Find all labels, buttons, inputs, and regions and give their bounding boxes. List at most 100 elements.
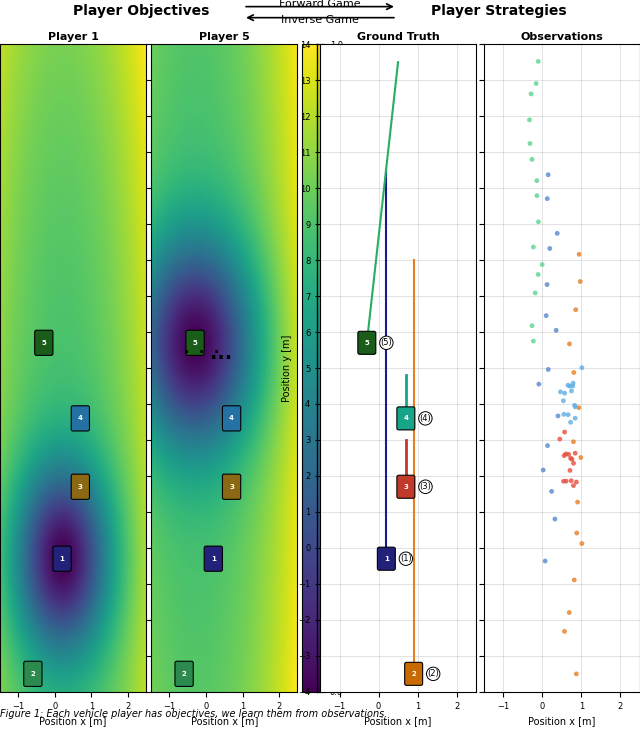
Point <box>575 452 586 464</box>
X-axis label: Position x [m]: Position x [m] <box>364 716 432 726</box>
FancyBboxPatch shape <box>397 475 415 498</box>
Point <box>566 453 576 464</box>
Point <box>543 364 554 375</box>
Point <box>572 476 582 488</box>
Point <box>577 538 587 550</box>
Text: (5): (5) <box>381 339 392 347</box>
Text: 4: 4 <box>403 415 408 422</box>
Point <box>570 447 580 459</box>
Point <box>553 410 563 422</box>
Text: 5: 5 <box>42 340 46 346</box>
Point <box>566 417 576 428</box>
Point <box>574 248 584 260</box>
FancyBboxPatch shape <box>223 474 241 499</box>
Text: 3: 3 <box>403 484 408 489</box>
FancyBboxPatch shape <box>35 330 53 355</box>
Text: Player Strategies: Player Strategies <box>431 4 567 18</box>
Point <box>532 174 542 186</box>
Point <box>559 408 569 420</box>
Point <box>543 439 553 451</box>
Point <box>551 325 561 336</box>
Point <box>568 436 579 447</box>
Text: 2: 2 <box>412 670 416 677</box>
Point <box>540 555 550 567</box>
Text: 1: 1 <box>60 556 65 562</box>
Point <box>563 379 573 391</box>
Point <box>555 434 565 445</box>
Point <box>559 426 570 438</box>
Point <box>528 241 538 253</box>
Point <box>552 227 563 239</box>
Point <box>567 453 577 465</box>
Point <box>527 154 537 166</box>
Point <box>570 400 580 411</box>
Text: (3): (3) <box>419 482 431 491</box>
Point <box>528 335 538 347</box>
X-axis label: Position x [m]: Position x [m] <box>191 716 258 726</box>
Point <box>526 88 536 100</box>
Point <box>568 480 579 492</box>
Text: ·  ·  ·: · · · <box>184 346 220 361</box>
Point <box>561 448 571 460</box>
Point <box>569 367 579 378</box>
Point <box>527 320 537 332</box>
Point <box>531 77 541 89</box>
Point <box>570 412 580 424</box>
FancyBboxPatch shape <box>24 661 42 687</box>
Point <box>542 279 552 291</box>
Text: Figure 1: Each vehicle player has objectives, we learn them from observations.: Figure 1: Each vehicle player has object… <box>0 709 387 719</box>
Text: Forward Game: Forward Game <box>279 0 361 9</box>
Title: Observations: Observations <box>520 32 604 42</box>
Point <box>561 475 572 487</box>
Point <box>524 114 534 126</box>
Title: Ground Truth: Ground Truth <box>356 32 440 42</box>
Point <box>534 378 544 390</box>
FancyBboxPatch shape <box>175 661 193 687</box>
Point <box>572 527 582 539</box>
FancyBboxPatch shape <box>378 547 396 570</box>
Point <box>559 626 570 637</box>
Title: Player 1: Player 1 <box>47 32 99 42</box>
Text: (2): (2) <box>428 669 439 679</box>
FancyBboxPatch shape <box>71 406 90 431</box>
Point <box>574 402 584 414</box>
Point <box>564 448 574 460</box>
Text: Inverse Game: Inverse Game <box>281 15 359 25</box>
Point <box>572 668 582 680</box>
Point <box>556 386 566 397</box>
Point <box>563 408 573 420</box>
Point <box>543 169 554 180</box>
FancyBboxPatch shape <box>186 330 204 355</box>
FancyBboxPatch shape <box>397 407 415 430</box>
Point <box>559 475 569 487</box>
Point <box>570 401 580 413</box>
Point <box>564 381 575 392</box>
Point <box>564 606 574 618</box>
FancyBboxPatch shape <box>53 546 71 571</box>
Text: ...: ... <box>210 344 232 363</box>
Point <box>533 55 543 67</box>
Point <box>559 450 569 461</box>
Text: 2: 2 <box>182 670 186 677</box>
Y-axis label: Position y [m]: Position y [m] <box>282 334 292 402</box>
Point <box>525 138 535 149</box>
Point <box>568 378 578 389</box>
FancyBboxPatch shape <box>204 546 223 571</box>
Text: (1): (1) <box>400 554 412 563</box>
Point <box>547 486 557 498</box>
Point <box>566 385 577 397</box>
Point <box>568 380 578 392</box>
Point <box>564 338 575 350</box>
Y-axis label: Cost: Cost <box>349 357 358 379</box>
Text: Player Objectives: Player Objectives <box>72 4 209 18</box>
Point <box>545 243 555 255</box>
X-axis label: Position x [m]: Position x [m] <box>528 716 596 726</box>
FancyBboxPatch shape <box>223 406 241 431</box>
FancyBboxPatch shape <box>358 331 376 354</box>
Point <box>559 387 570 399</box>
Point <box>533 216 543 227</box>
Point <box>575 276 586 288</box>
Point <box>569 574 579 586</box>
Point <box>568 457 579 469</box>
Text: 1: 1 <box>211 556 216 562</box>
